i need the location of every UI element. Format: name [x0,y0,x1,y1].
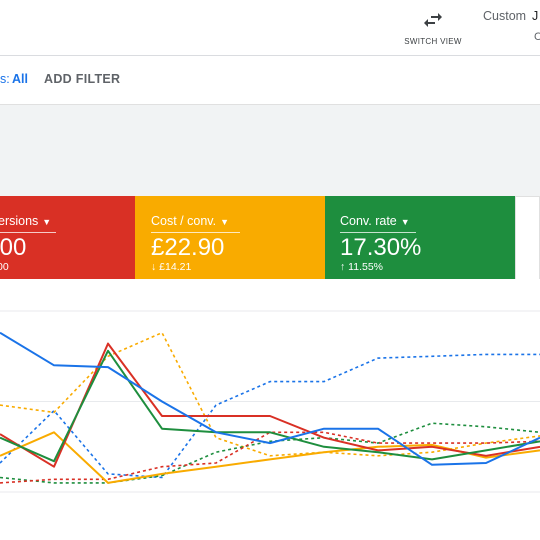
chart-header-area [0,104,540,197]
scorecard-metric-selector[interactable]: Conv. rate ▼ [340,214,410,228]
scorecard-change: ↑ 11.55% [340,261,383,273]
series-line-7 [0,431,540,484]
metric-underline [0,232,56,233]
series-line-4 [0,353,540,479]
scorecard-change-value: £14.21 [159,261,192,273]
scorecard-change: ↓ £14.21 [151,261,191,273]
add-filter-button[interactable]: ADD FILTER [44,72,121,86]
chart-series [0,331,540,484]
metric-underline [151,232,240,233]
filter-label: s: [0,72,10,86]
top-toolbar: SWITCH VIEW Custom J C [0,0,540,56]
swap-arrows-icon [424,13,442,27]
series-line-6 [0,422,540,484]
arrow-down-icon: ↓ [151,261,157,273]
scorecard-metric-selector[interactable]: Cost / conv. ▼ [151,214,229,228]
series-line-5 [0,331,540,457]
filter-value-all[interactable]: All [12,72,28,86]
scorecard-value: £22.90 [151,234,225,261]
switch-view-button[interactable]: SWITCH VIEW [396,8,470,50]
scorecard-cost-per-conversion[interactable]: Cost / conv. ▼ £22.90 ↓ £14.21 [135,196,325,279]
dropdown-caret-icon: ▼ [400,217,410,227]
date-range-custom-label[interactable]: Custom [483,9,527,23]
scorecard-empty-slot[interactable] [515,196,540,279]
scorecard-conversions[interactable]: ersions▼ .00 00 [0,196,135,279]
date-range-text-fragment: J [532,9,539,23]
scorecard-metric-selector[interactable]: ersions ▼ [0,214,51,228]
scorecard-metric-label: Cost / conv. [151,214,217,228]
performance-line-chart [0,310,540,493]
scorecard-change: 00 [0,261,9,273]
series-line-2 [0,349,540,463]
scorecard-metric-label: ersions [0,214,39,228]
chart-gridlines [0,310,540,493]
series-line-1 [0,342,540,468]
arrow-up-icon: ↑ [340,261,346,273]
scorecard-value: 17.30% [340,234,422,261]
series-line-3 [0,431,540,484]
dropdown-caret-icon: ▼ [42,217,52,227]
scorecard-change-value: 11.55% [348,261,384,273]
scorecard-conversion-rate[interactable]: Conv. rate ▼ 17.30% ↑ 11.55% [325,196,515,279]
date-range-subtext-fragment: C [534,31,540,43]
switch-view-label: SWITCH VIEW [404,37,462,46]
filter-bar: s: All ADD FILTER [0,56,540,104]
metric-underline [340,232,416,233]
scorecard-metric-label: Conv. rate [340,214,397,228]
series-line-0 [0,331,540,466]
scorecard-value: .00 [0,234,27,261]
dropdown-caret-icon: ▼ [220,217,229,227]
